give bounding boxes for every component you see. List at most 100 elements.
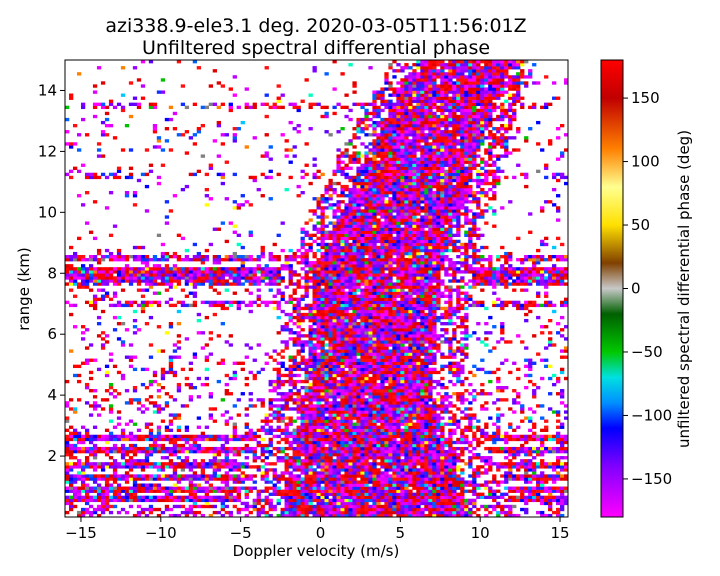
heatmap-cell bbox=[152, 443, 158, 448]
heatmap-cell bbox=[236, 361, 241, 365]
heatmap-cell bbox=[360, 459, 365, 463]
heatmap-cell bbox=[192, 510, 198, 515]
heatmap-cell bbox=[432, 480, 437, 484]
heatmap-cell bbox=[324, 425, 329, 429]
heatmap-cell bbox=[124, 453, 130, 457]
heatmap-cell bbox=[556, 322, 561, 326]
heatmap-cell bbox=[436, 456, 441, 460]
heatmap-cell bbox=[404, 440, 409, 445]
heatmap-cell bbox=[356, 434, 361, 439]
heatmap-cell bbox=[308, 349, 313, 353]
heatmap-cell bbox=[260, 459, 265, 463]
heatmap-cell bbox=[468, 440, 473, 445]
heatmap-cell bbox=[416, 392, 421, 396]
heatmap-cell bbox=[356, 492, 361, 496]
heatmap-cell bbox=[328, 440, 333, 445]
heatmap-cell bbox=[80, 486, 86, 490]
heatmap-cell bbox=[336, 416, 341, 420]
heatmap-cell bbox=[228, 376, 233, 381]
heatmap-cell bbox=[324, 303, 329, 308]
heatmap-cell bbox=[340, 306, 345, 311]
heatmap-cell bbox=[548, 498, 553, 503]
heatmap-cell bbox=[248, 449, 253, 454]
heatmap-cell bbox=[336, 456, 341, 460]
heatmap-cell bbox=[376, 370, 381, 375]
heatmap-cell bbox=[308, 352, 313, 356]
heatmap-cell bbox=[392, 395, 397, 399]
heatmap-cell bbox=[80, 489, 86, 493]
heatmap-cell bbox=[368, 428, 373, 432]
heatmap-cell bbox=[256, 398, 261, 402]
heatmap-cell bbox=[396, 407, 401, 411]
heatmap-cell bbox=[320, 504, 325, 509]
heatmap-cell bbox=[352, 425, 357, 429]
heatmap-cell bbox=[348, 483, 353, 487]
heatmap-cell bbox=[432, 456, 437, 460]
heatmap-cell bbox=[208, 303, 213, 308]
heatmap-cell bbox=[224, 373, 229, 378]
heatmap-cell bbox=[492, 480, 497, 484]
heatmap-cell bbox=[476, 474, 481, 478]
heatmap-cell bbox=[320, 434, 325, 439]
heatmap-cell bbox=[416, 431, 421, 436]
heatmap-cell bbox=[328, 300, 333, 305]
heatmap-cell bbox=[444, 477, 449, 481]
heatmap-cell bbox=[288, 456, 293, 460]
heatmap-cell bbox=[552, 449, 557, 454]
heatmap-cell bbox=[316, 483, 321, 487]
heatmap-cell bbox=[540, 462, 545, 466]
heatmap-cell bbox=[172, 483, 178, 487]
heatmap-cell bbox=[344, 477, 349, 481]
heatmap-cell bbox=[380, 318, 385, 323]
heatmap-cell bbox=[320, 468, 325, 472]
heatmap-cell bbox=[312, 462, 317, 466]
heatmap-cell bbox=[396, 395, 401, 399]
heatmap-cell bbox=[508, 507, 513, 512]
heatmap-cell bbox=[352, 459, 357, 463]
heatmap-cell bbox=[244, 437, 249, 442]
heatmap-cell bbox=[280, 382, 285, 387]
heatmap-cell bbox=[180, 495, 186, 500]
heatmap-cell bbox=[164, 446, 170, 451]
heatmap-cell bbox=[496, 389, 501, 393]
heatmap-cell bbox=[340, 437, 345, 442]
heatmap-cell bbox=[312, 425, 317, 429]
heatmap-cell bbox=[424, 480, 429, 484]
heatmap-cell bbox=[316, 352, 321, 356]
heatmap-cell bbox=[276, 440, 281, 445]
heatmap-cell bbox=[304, 422, 309, 426]
heatmap-cell bbox=[116, 465, 122, 469]
heatmap-cell bbox=[428, 322, 433, 326]
heatmap-cell bbox=[524, 480, 529, 484]
heatmap-cell bbox=[388, 325, 393, 329]
heatmap-cell bbox=[248, 510, 253, 515]
heatmap-cell bbox=[524, 468, 529, 472]
heatmap-cell bbox=[328, 449, 333, 454]
heatmap-cell bbox=[244, 422, 249, 426]
heatmap-cell bbox=[260, 419, 265, 423]
heatmap-cell bbox=[512, 428, 517, 432]
heatmap-cell bbox=[444, 398, 449, 402]
heatmap-cell bbox=[348, 367, 353, 372]
heatmap-cell bbox=[400, 410, 405, 414]
heatmap-cell bbox=[520, 462, 525, 466]
heatmap-cell bbox=[380, 492, 385, 496]
heatmap-cell bbox=[92, 510, 98, 515]
heatmap-cell bbox=[144, 303, 150, 308]
heatmap-cell bbox=[380, 340, 385, 344]
heatmap-cell bbox=[468, 489, 473, 493]
heatmap-cell bbox=[356, 416, 361, 420]
heatmap-cell bbox=[352, 510, 357, 515]
heatmap-cell bbox=[448, 352, 453, 356]
heatmap-cell bbox=[368, 349, 373, 353]
heatmap-cell bbox=[244, 501, 249, 506]
heatmap-cell bbox=[300, 480, 305, 484]
heatmap-cell bbox=[320, 431, 325, 436]
heatmap-cell bbox=[92, 507, 98, 512]
heatmap-cell bbox=[540, 465, 545, 469]
heatmap-cell bbox=[312, 300, 317, 305]
heatmap-cell bbox=[324, 431, 329, 436]
heatmap-cell bbox=[120, 474, 126, 478]
heatmap-cell bbox=[460, 437, 465, 442]
heatmap-cell bbox=[396, 309, 401, 314]
